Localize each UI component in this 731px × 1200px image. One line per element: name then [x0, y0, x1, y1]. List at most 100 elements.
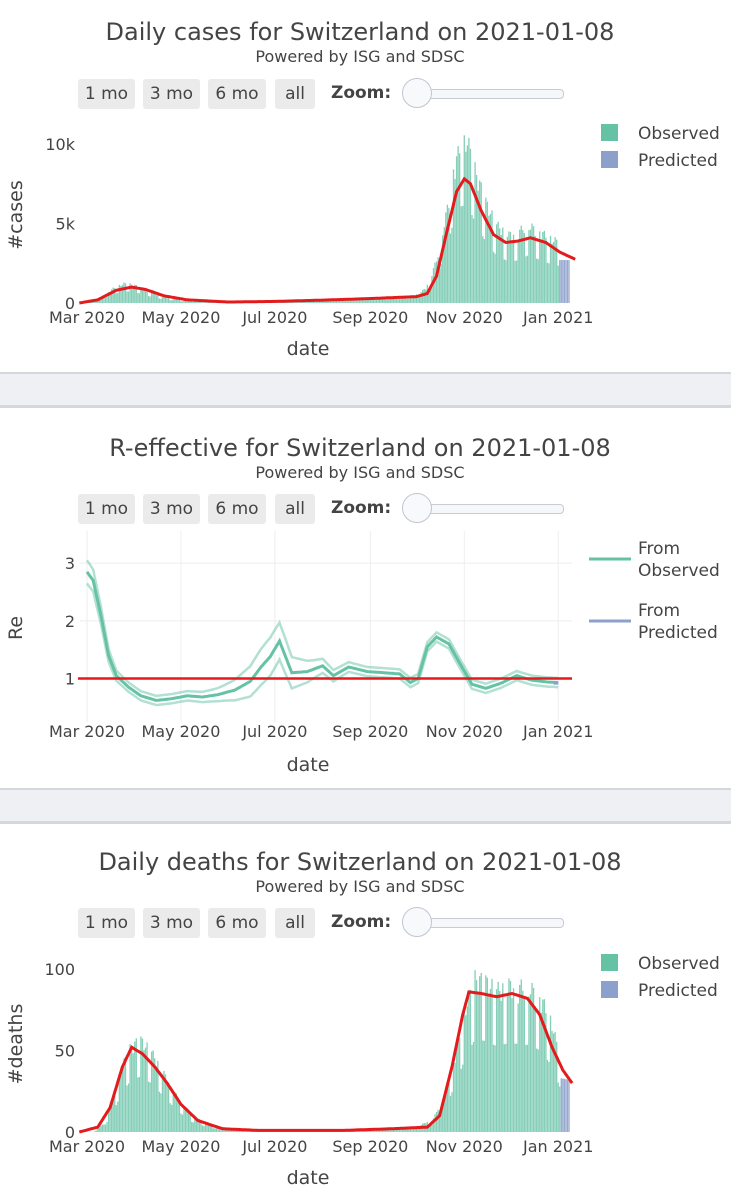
zoom-label: Zoom:: [331, 498, 392, 518]
range-1mo-button[interactable]: 1 mo: [78, 908, 135, 938]
observed-bar: [400, 296, 402, 303]
observed-bar: [343, 300, 345, 303]
range-1mo-button[interactable]: 1 mo: [78, 494, 135, 524]
observed-bar: [523, 998, 525, 1132]
observed-bar: [192, 1122, 194, 1132]
observed-bar: [171, 300, 173, 303]
predicted-bar: [565, 260, 567, 303]
observed-bar: [215, 1125, 218, 1132]
observed-bar: [485, 197, 487, 303]
observed-bar: [495, 989, 498, 1132]
observed-bar: [164, 1074, 167, 1132]
observed-bar: [466, 1006, 469, 1132]
observed-bar: [488, 995, 490, 1132]
observed-bar: [514, 1043, 516, 1132]
observed-bar: [438, 1115, 441, 1132]
observed-bar: [414, 296, 416, 303]
observed-bar: [383, 297, 385, 303]
range-6mo-button[interactable]: 6 mo: [208, 908, 266, 938]
observed-bar: [186, 1108, 188, 1132]
observed-bar: [468, 137, 470, 303]
observed-bar: [189, 301, 191, 303]
observed-bar: [472, 218, 475, 303]
observed-bar: [532, 987, 535, 1132]
x-tick-label: May 2020: [141, 1137, 220, 1156]
observed-bar: [505, 1043, 507, 1132]
observed-bar: [389, 296, 392, 303]
range-3mo-button[interactable]: 3 mo: [143, 494, 200, 524]
observed-bar: [536, 1048, 538, 1132]
observed-bar: [340, 299, 342, 303]
observed-bar: [460, 206, 462, 303]
range-3mo-button[interactable]: 3 mo: [143, 908, 200, 938]
observed-bar: [203, 1125, 205, 1132]
observed-bar: [178, 1101, 181, 1132]
predicted-bar: [563, 1078, 566, 1132]
observed-bar: [472, 1041, 475, 1132]
observed-bar: [483, 1040, 485, 1132]
observed-bar: [132, 1053, 134, 1132]
observed-bar: [474, 970, 476, 1132]
observed-bar: [556, 1041, 558, 1132]
observed-bar: [100, 1125, 102, 1132]
observed-bar: [397, 299, 399, 303]
zoom-slider-handle[interactable]: [402, 493, 432, 523]
range-all-button[interactable]: all: [275, 494, 315, 524]
observed-bar: [554, 237, 556, 303]
range-1mo-button[interactable]: 1 mo: [78, 79, 135, 109]
observed-bar: [380, 297, 382, 303]
observed-bar: [526, 1044, 529, 1132]
re-chart: 1 2 3 Mar 2020 May 2020 Jul 2020 Sep 2020 Nov 2…: [5, 531, 720, 776]
observed-bar: [446, 204, 448, 303]
observed-bar: [409, 1127, 412, 1132]
observed-bar: [512, 988, 515, 1132]
observed-bar: [502, 227, 504, 303]
observed-bar: [545, 1013, 547, 1132]
range-all-button[interactable]: all: [275, 79, 315, 109]
deaths-chart: 0 50 100 Mar 2020 May 2020 Jul 2020 Sep 2020 No…: [5, 954, 720, 1189]
observed-bar: [198, 301, 201, 303]
observed-bar: [459, 1037, 461, 1132]
observed-bar: [428, 289, 430, 303]
x-tick-label: Jul 2020: [241, 722, 307, 741]
observed-bar: [140, 1036, 142, 1132]
observed-bar: [157, 294, 159, 303]
observed-bar: [204, 1122, 207, 1132]
observed-bar: [446, 1083, 448, 1132]
observed-bar: [181, 301, 184, 303]
observed-bar: [505, 260, 507, 303]
observed-bar: [500, 1000, 502, 1132]
zoom-slider-handle[interactable]: [402, 907, 432, 937]
observed-bar: [357, 298, 359, 303]
observed-bar: [539, 997, 541, 1132]
observed-bar: [403, 1127, 405, 1132]
zoom-label: Zoom:: [331, 83, 392, 103]
observed-bar: [197, 301, 199, 303]
observed-bar: [455, 156, 458, 303]
zoom-slider-handle[interactable]: [402, 78, 432, 108]
observed-bar: [528, 996, 530, 1132]
observed-bar: [557, 265, 559, 303]
observed-bar: [434, 1114, 436, 1132]
observed-bar: [511, 239, 513, 303]
range-all-button[interactable]: all: [275, 908, 315, 938]
observed-bar: [463, 1009, 465, 1132]
range-3mo-button[interactable]: 3 mo: [143, 79, 200, 109]
observed-bar: [126, 291, 128, 303]
observed-bar: [494, 1045, 496, 1132]
observed-bar: [435, 261, 438, 303]
observed-bar: [241, 1130, 244, 1132]
observed-bar: [452, 169, 455, 303]
observed-bar: [548, 1061, 550, 1132]
observed-bar: [443, 227, 445, 303]
observed-bar: [124, 1056, 127, 1132]
observed-bar: [192, 301, 194, 303]
range-6mo-button[interactable]: 6 mo: [208, 494, 266, 524]
observed-bar: [338, 299, 341, 303]
observed-bar: [95, 1130, 97, 1132]
observed-bar: [515, 260, 518, 303]
observed-bar: [536, 258, 538, 303]
range-6mo-button[interactable]: 6 mo: [208, 79, 266, 109]
observed-bar: [331, 301, 333, 303]
x-tick-label: Jul 2020: [241, 308, 307, 327]
